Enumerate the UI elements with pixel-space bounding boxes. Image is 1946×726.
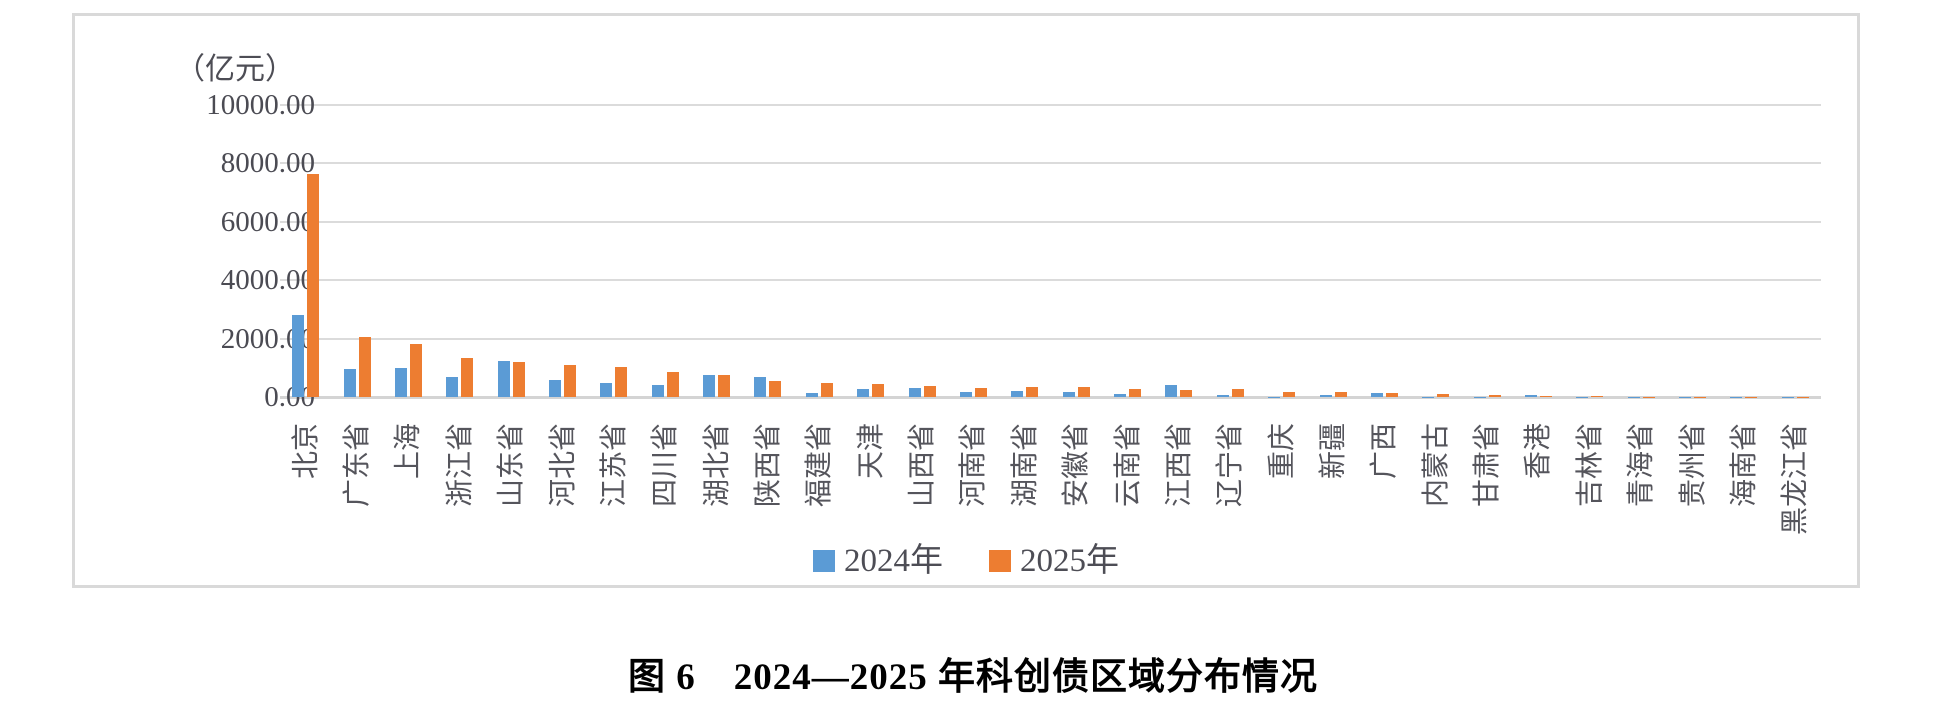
bar-2025年-山东省 (512, 361, 525, 397)
bar-2025年-云南省 (1129, 388, 1142, 397)
bar-2025年-北京 (307, 174, 320, 397)
bar-2024年-贵州省 (1679, 396, 1692, 397)
y-tick-label: 4000.00 (220, 264, 315, 297)
bar-2025年-江苏省 (615, 367, 628, 397)
bar-2024年-河南省 (959, 392, 972, 397)
gridline-2000 (280, 337, 1821, 340)
bar-2025年-广东省 (358, 336, 371, 397)
bar-2025年-青海省 (1642, 396, 1655, 397)
bar-2024年-重庆 (1268, 396, 1281, 397)
bar-2025年-香港 (1539, 395, 1552, 397)
y-tick-label: 6000.00 (220, 205, 315, 238)
gridline-10000 (280, 104, 1821, 106)
bar-2024年-天津 (857, 389, 870, 397)
category-label-黑龙江省: 黑龙江省 (1780, 423, 1812, 536)
bar-2025年-陕西省 (769, 380, 782, 397)
bar-2025年-安徽省 (1077, 387, 1090, 397)
chart-card: （亿元） 10000.00 8000.00 6000.00 4000.00 2000.0… (72, 13, 1860, 588)
bar-2025年-湖北省 (718, 374, 731, 397)
bar-2025年-河北省 (564, 364, 577, 397)
bar-2025年-福建省 (820, 382, 833, 397)
bar-2024年-甘肃省 (1473, 396, 1486, 397)
category-label-重庆: 重庆 (1266, 423, 1298, 480)
bar-2025年-河南省 (974, 387, 987, 397)
bar-2025年-上海 (409, 344, 422, 397)
bar-2025年-贵州省 (1694, 396, 1707, 397)
legend-label: 2024年 (844, 543, 943, 579)
gridline-4000 (280, 279, 1821, 282)
bar-2025年-湖南省 (1026, 387, 1039, 397)
bar-2024年-山西省 (908, 387, 921, 397)
category-label-新疆: 新疆 (1318, 423, 1350, 480)
bar-2024年-新疆 (1319, 395, 1332, 397)
bar-2024年-内蒙古 (1422, 396, 1435, 397)
bar-2024年-青海省 (1627, 396, 1640, 397)
bar-2025年-天津 (872, 383, 885, 397)
gridline-6000 (280, 220, 1821, 223)
bar-2024年-云南省 (1114, 393, 1127, 397)
y-tick-label: 10000.00 (206, 89, 315, 121)
bar-2024年-黑龙江省 (1781, 396, 1794, 397)
category-label-上海: 上海 (393, 423, 425, 480)
bar-2024年-湖南省 (1011, 391, 1024, 397)
bar-2024年-河北省 (549, 380, 562, 397)
bar-2024年-福建省 (805, 392, 818, 397)
bar-2025年-重庆 (1283, 391, 1296, 397)
bar-2025年-新疆 (1334, 391, 1347, 397)
bar-2024年-香港 (1524, 395, 1537, 397)
bar-2025年-广西 (1385, 392, 1398, 397)
figure-caption: 图 6 2024—2025 年科创债区域分布情况 (628, 657, 1318, 698)
bar-2025年-山西省 (923, 385, 936, 397)
legend-swatch-2024年 (813, 550, 835, 572)
bar-2024年-四川省 (651, 384, 664, 397)
legend-item-2024年: 2024年 (813, 543, 943, 579)
bar-2024年-广西 (1370, 393, 1383, 397)
y-tick-label: 0.00 (264, 381, 315, 413)
bar-2025年-浙江省 (461, 357, 474, 397)
category-label-广西: 广西 (1369, 423, 1401, 480)
bar-2025年-甘肃省 (1488, 394, 1501, 397)
y-axis-unit-label: （亿元） (175, 53, 295, 86)
bar-2024年-浙江省 (446, 377, 459, 397)
bar-2024年-湖北省 (703, 374, 716, 397)
bar-2024年-广东省 (343, 369, 356, 397)
category-label-北京: 北京 (290, 423, 322, 480)
bar-2024年-吉林省 (1576, 396, 1589, 397)
bar-2024年-安徽省 (1062, 391, 1075, 397)
y-tick-label: 2000.00 (220, 322, 315, 355)
bar-2025年-四川省 (666, 372, 679, 397)
bar-2024年-江西省 (1165, 384, 1178, 397)
bar-2024年-辽宁省 (1216, 395, 1229, 397)
x-axis-line (280, 396, 1821, 399)
legend: 2024年 2025年 (72, 543, 1860, 579)
bar-2024年-江苏省 (600, 382, 613, 397)
bar-2024年-海南省 (1730, 396, 1743, 397)
bar-2024年-上海 (394, 367, 407, 397)
y-tick-label: 8000.00 (220, 147, 315, 180)
legend-item-2025年: 2025年 (989, 543, 1119, 579)
bar-2025年-内蒙古 (1437, 393, 1450, 397)
legend-label: 2025年 (1020, 543, 1119, 579)
bar-2025年-吉林省 (1591, 396, 1604, 397)
bar-2024年-陕西省 (754, 377, 767, 397)
bar-2025年-黑龙江省 (1796, 396, 1809, 397)
category-label-天津: 天津 (855, 423, 887, 480)
bar-2024年-山东省 (497, 361, 510, 397)
bar-2025年-辽宁省 (1231, 388, 1244, 397)
legend-swatch-2025年 (989, 550, 1011, 572)
category-label-香港: 香港 (1523, 423, 1555, 480)
bar-2025年-江西省 (1180, 390, 1193, 397)
bar-2025年-海南省 (1745, 396, 1758, 397)
gridline-8000 (280, 162, 1821, 165)
bar-2024年-北京 (292, 315, 305, 397)
